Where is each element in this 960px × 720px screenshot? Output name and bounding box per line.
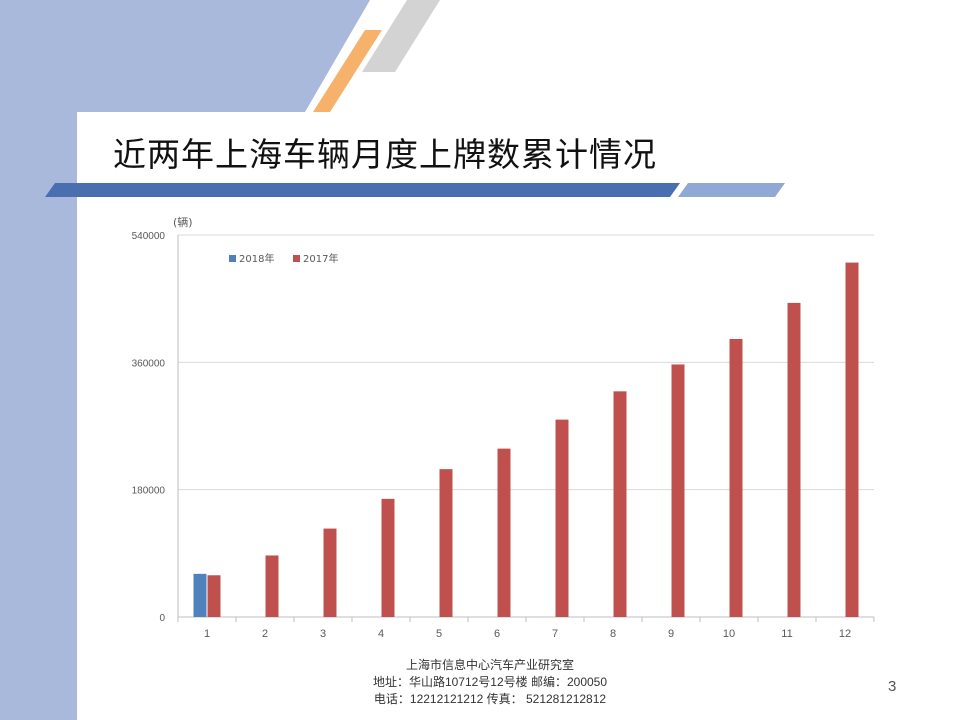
bar-2017年-5 [439,469,453,617]
bar-2017年-10 [729,338,743,617]
y-tick-label: 180000 [132,486,166,497]
page-number: 3 [888,678,897,695]
slide-title: 近两年上海车辆月度上牌数累计情况 [113,135,657,174]
x-tick-label: 6 [494,628,500,640]
header-decoration [0,0,960,112]
bar-2018年-1 [193,573,207,617]
x-tick-label: 3 [320,628,326,640]
x-tick-label: 12 [839,628,851,640]
bar-2017年-12 [845,262,859,617]
x-tick-label: 1 [204,628,210,640]
y-tick-label: 540000 [132,231,166,242]
x-tick-label: 4 [378,628,384,640]
y-tick-label: 360000 [132,358,166,369]
legend-swatch [293,255,300,262]
content-card [77,112,960,720]
title-underline [45,183,785,197]
x-tick-label: 9 [668,628,674,640]
bar-2017年-8 [613,391,627,617]
x-tick-label: 10 [723,628,735,640]
footer-contact: 电话：12212121212 传真： 521281212812 [373,692,607,706]
x-tick-label: 5 [436,628,442,640]
bar-2017年-9 [671,364,685,617]
bar-2017年-6 [497,448,511,617]
bar-2017年-4 [381,498,395,617]
bar-2017年-7 [555,419,569,617]
footer-address: 地址：华山路10712号12号楼 邮编：200050 [372,675,608,689]
x-tick-label: 2 [262,628,268,640]
x-tick-label: 7 [552,628,558,640]
bar-2017年-2 [265,555,279,617]
gray-stripe [362,0,440,72]
y-axis-label: (辆) [173,215,193,229]
x-tick-label: 8 [610,628,616,640]
x-tick-label: 11 [781,628,792,640]
legend-label: 2018年 [239,252,274,265]
legend-swatch [229,255,236,262]
legend-label: 2017年 [303,252,338,265]
bar-2017年-11 [787,302,801,617]
bar-2017年-3 [323,528,337,617]
left-decorative-band [0,0,77,720]
y-tick-label: 0 [159,613,165,624]
bar-2017年-1 [207,575,221,617]
footer-org: 上海市信息中心汽车产业研究室 [405,658,574,672]
orange-stripe [313,30,382,112]
